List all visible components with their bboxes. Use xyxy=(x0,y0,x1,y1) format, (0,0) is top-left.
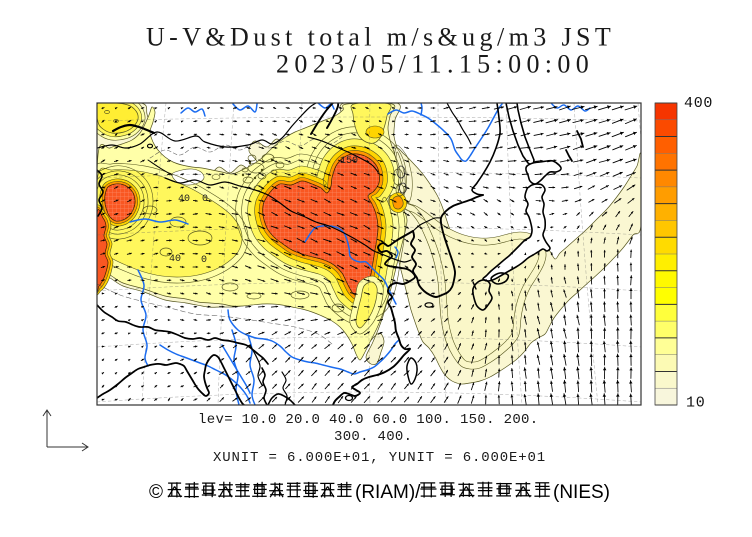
svg-text:lev= 10.0 20.0 40.0 60.0 100.: lev= 10.0 20.0 40.0 60.0 100. 150. 200. xyxy=(198,412,539,428)
svg-text:0: 0 xyxy=(202,194,208,205)
svg-text:0: 0 xyxy=(201,255,207,266)
svg-text:U-V&Dust total m/s&ug/m3 JST: U-V&Dust total m/s&ug/m3 JST xyxy=(146,23,615,52)
svg-text:400: 400 xyxy=(684,95,713,112)
svg-text:300. 400.: 300. 400. xyxy=(334,429,412,445)
svg-text:(RIAM)/: (RIAM)/ xyxy=(355,482,421,503)
svg-text:(NIES): (NIES) xyxy=(553,482,610,503)
svg-text:10: 10 xyxy=(686,395,705,412)
svg-text:40: 40 xyxy=(178,194,190,205)
svg-text:©: © xyxy=(149,482,163,503)
svg-text:XUNIT = 6.000E+01, YUNIT = 6.0: XUNIT = 6.000E+01, YUNIT = 6.000E+01 xyxy=(213,450,546,466)
svg-text:2023/05/11.15:00:00: 2023/05/11.15:00:00 xyxy=(276,50,594,79)
svg-text:40: 40 xyxy=(169,254,181,265)
svg-text:150: 150 xyxy=(340,156,358,167)
